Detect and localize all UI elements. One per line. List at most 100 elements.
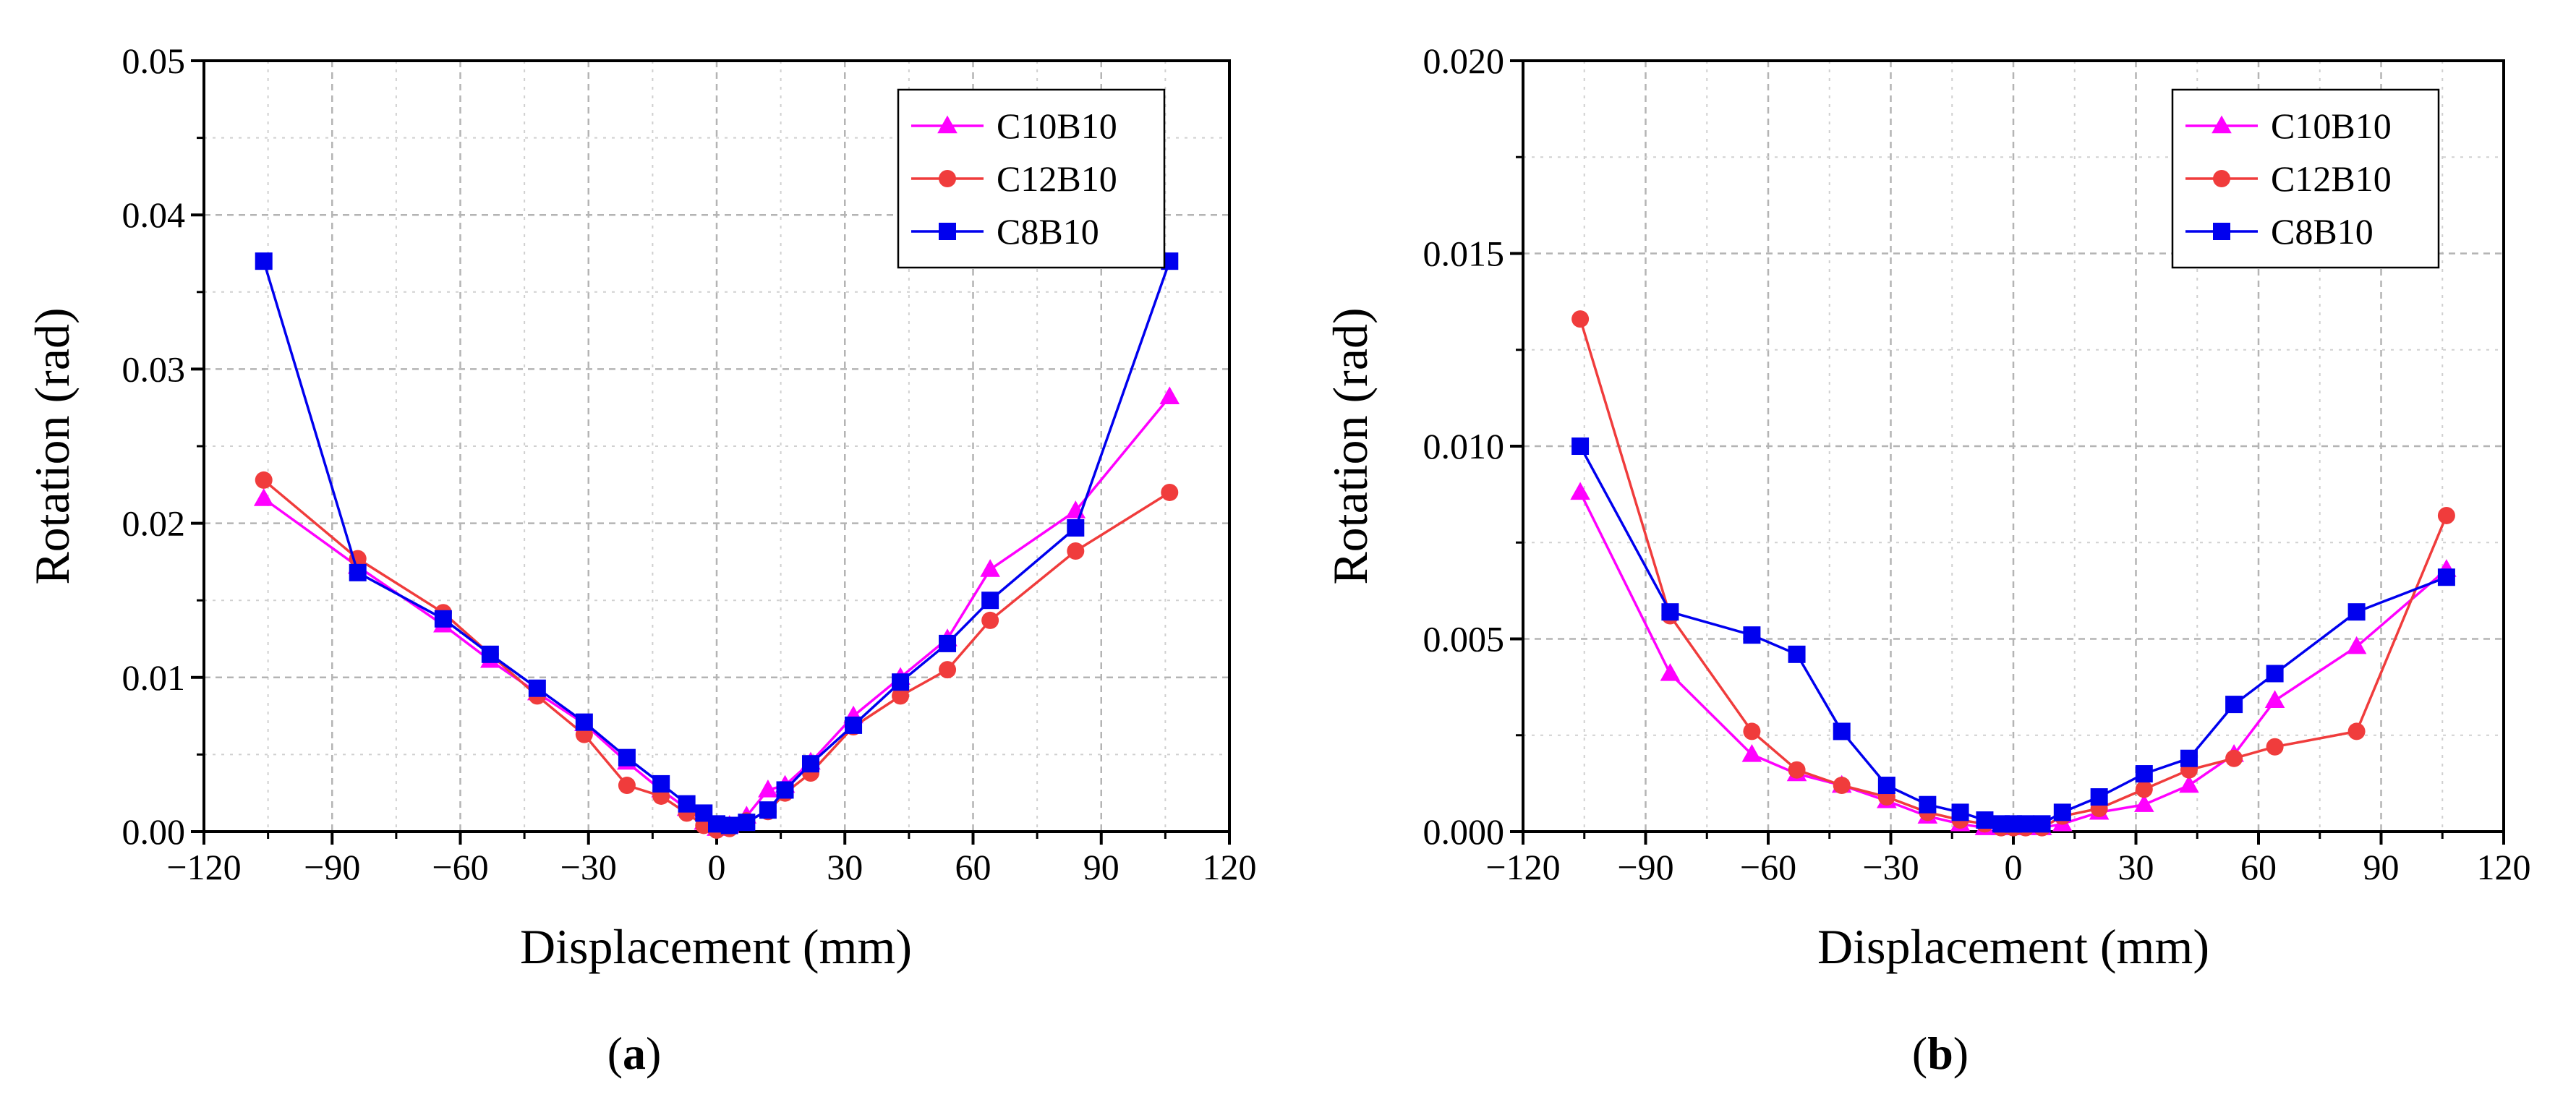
chart0-y-axis-title: Rotation (rad) (25, 307, 80, 584)
chart0-y-tick-label: 0.03 (122, 349, 186, 389)
chart1-data-point-C8B10 (2266, 665, 2284, 683)
chart1-y-tick-label: 0.000 (1423, 811, 1505, 852)
chart0-y-tick-label: 0.00 (122, 811, 186, 852)
chart1-legend-marker-C12B10 (2213, 170, 2230, 187)
chart0-legend-marker-C8B10 (939, 223, 956, 240)
chart1-data-point-C8B10 (2016, 815, 2034, 833)
chart0-data-point-C8B10 (652, 774, 670, 793)
chart1-data-point-C10B10 (1570, 482, 1590, 500)
chart0-legend-label-C8B10: C8B10 (997, 211, 1099, 252)
chart0-data-point-C8B10 (939, 634, 957, 652)
chart0-data-point-C8B10 (349, 563, 367, 581)
chart1-data-point-C12B10 (2225, 749, 2243, 767)
chart0-data-point-C8B10 (759, 801, 777, 819)
chart0-data-point-C8B10 (1067, 518, 1085, 537)
chart0-data-point-C8B10 (981, 592, 999, 610)
chart1-x-tick-label: −90 (1617, 847, 1673, 887)
chart1-legend: C10B10 C12B10 C8B10 (2171, 88, 2440, 269)
chart0-x-tick-label: 60 (955, 847, 991, 887)
chart1-legend-label-C10B10: C10B10 (2271, 106, 2392, 146)
chart0-series-C8B10 (255, 252, 1179, 835)
chart0-series-line-C8B10 (263, 260, 1171, 827)
chart1-y-tick-label: 0.010 (1423, 426, 1505, 466)
chart1-data-point-C10B10 (1660, 663, 1681, 681)
chart1-data-point-C8B10 (1571, 437, 1590, 455)
chart0-data-point-C8B10 (776, 781, 794, 799)
chart0-y-tick-label: 0.01 (122, 657, 186, 698)
chart0-data-point-C8B10 (892, 673, 910, 691)
chart1-x-tick-label: −60 (1740, 847, 1796, 887)
chart1-x-tick-label: 120 (2477, 847, 2531, 887)
chart1-data-point-C8B10 (2437, 568, 2455, 586)
chart1-data-point-C10B10 (2134, 794, 2154, 812)
chart1-data-point-C8B10 (1877, 777, 1895, 795)
chart0-x-tick-label: −30 (560, 847, 617, 887)
chart0-x-axis-title: Displacement (mm) (520, 919, 912, 974)
chart0-x-tick-label: −60 (432, 847, 488, 887)
chart0-data-point-C12B10 (981, 611, 999, 629)
chart1-x-axis-title: Displacement (mm) (1817, 919, 2209, 974)
chart0-legend-label-C10B10: C10B10 (997, 106, 1117, 146)
chart0-data-point-C8B10 (618, 748, 636, 767)
chart0-data-point-C8B10 (845, 716, 863, 734)
chart-panel-b: −120 −90 −60 −30 0 30 60 90 120 0.000 0.005 0.010 0.… (1323, 40, 2531, 974)
chart0-y-tick-label: 0.02 (122, 503, 186, 544)
chart1-series-line-C10B10 (1579, 492, 2448, 829)
panel-label-a-close: ) (646, 1028, 661, 1079)
chart0-x-tick-label: 0 (708, 847, 726, 887)
chart1-data-point-C8B10 (2225, 696, 2243, 714)
chart1-data-point-C10B10 (1741, 744, 1762, 762)
chart1-data-point-C8B10 (1976, 811, 1994, 829)
chart1-x-tick-label: 0 (2005, 847, 2023, 887)
chart0-data-point-C10B10 (980, 559, 1000, 577)
chart0-x-tick-label: −90 (304, 847, 360, 887)
chart1-data-point-C8B10 (1743, 626, 1761, 644)
chart1-data-point-C12B10 (2437, 506, 2455, 524)
chart0-data-point-C10B10 (1159, 386, 1180, 404)
panel-label-b-letter: b (1927, 1028, 1953, 1079)
panel-label-b-open: ( (1912, 1028, 1927, 1079)
chart1-data-point-C8B10 (1833, 722, 1851, 740)
chart0-data-point-C8B10 (678, 795, 696, 813)
chart1-legend-label-C12B10: C12B10 (2271, 158, 2392, 199)
chart1-data-point-C12B10 (1571, 310, 1590, 328)
chart0-x-tick-label: 30 (827, 847, 863, 887)
chart1-series-C8B10 (1571, 437, 2455, 833)
chart1-x-tick-label: 30 (2118, 847, 2154, 887)
chart1-legend-label-C8B10: C8B10 (2271, 211, 2374, 252)
chart1-data-point-C10B10 (2346, 636, 2367, 654)
chart1-y-axis-title: Rotation (rad) (1323, 307, 1378, 584)
panel-label-b-close: ) (1953, 1028, 1969, 1079)
chart1-data-point-C12B10 (1833, 777, 1851, 795)
chart0-x-tick-label: 90 (1083, 847, 1119, 887)
chart1-data-point-C12B10 (1788, 761, 1806, 779)
chart1-data-point-C12B10 (1743, 722, 1761, 740)
chart1-y-tick-label: 0.005 (1423, 619, 1505, 660)
chart0-y-tick-label: 0.05 (122, 40, 186, 81)
chart1-data-point-C8B10 (1919, 795, 1937, 814)
chart0-legend-marker-C12B10 (939, 170, 956, 187)
chart0-legend-marker-C10B10 (937, 115, 958, 134)
panel-label-a-open: ( (607, 1028, 623, 1079)
chart0-data-point-C8B10 (738, 814, 756, 832)
chart0-data-point-C12B10 (1067, 542, 1085, 560)
chart1-data-point-C8B10 (2033, 815, 2051, 833)
chart0-data-point-C10B10 (758, 780, 778, 798)
panel-label-a: (a) (607, 1028, 662, 1079)
chart0-data-point-C8B10 (528, 679, 546, 697)
chart1-data-point-C8B10 (2347, 603, 2366, 621)
chart0-data-point-C8B10 (255, 252, 273, 270)
chart1-data-point-C8B10 (2053, 803, 2071, 821)
chart1-data-point-C12B10 (2266, 738, 2284, 756)
chart-panel-a: −120 −90 −60 −30 0 30 60 90 120 0.00 0.01 0.02 0.03 0… (25, 40, 1257, 974)
chart1-x-tick-label: 90 (2363, 847, 2400, 887)
chart1-data-point-C12B10 (2135, 780, 2153, 798)
chart1-data-point-C12B10 (2347, 722, 2366, 740)
chart1-data-point-C10B10 (2264, 690, 2285, 708)
chart0-data-point-C8B10 (481, 645, 499, 663)
chart1-y-tick-label: 0.015 (1423, 234, 1505, 274)
chart0-y-tick-label: 0.04 (122, 195, 186, 235)
chart0-data-point-C12B10 (939, 661, 957, 679)
chart1-y-tick-label: 0.020 (1423, 40, 1505, 81)
chart1-x-tick-label: 60 (2240, 847, 2277, 887)
